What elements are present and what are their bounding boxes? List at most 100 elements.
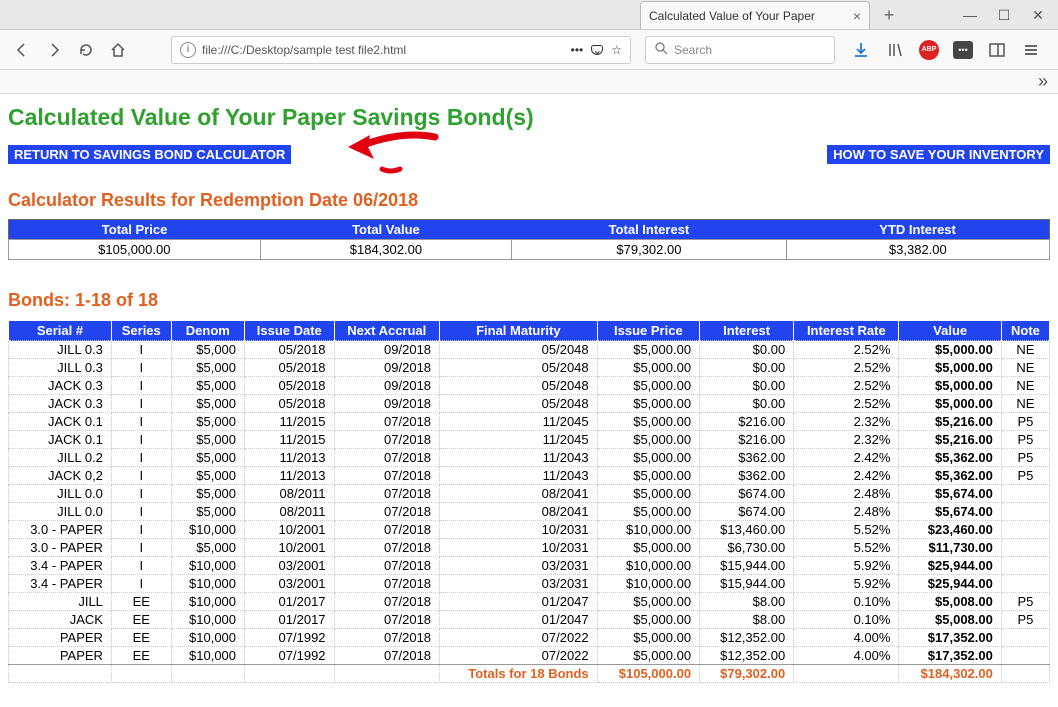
- totals-cell: Totals for 18 Bonds: [440, 665, 598, 683]
- table-cell: EE: [111, 611, 171, 629]
- downloads-icon[interactable]: [850, 39, 872, 61]
- table-cell: I: [111, 557, 171, 575]
- site-info-icon[interactable]: i: [180, 42, 196, 58]
- table-cell: $674.00: [700, 503, 794, 521]
- annotation-arrow: [340, 125, 450, 188]
- table-cell: $5,000: [171, 431, 244, 449]
- reload-button[interactable]: [72, 36, 100, 64]
- new-tab-button[interactable]: +: [874, 1, 904, 29]
- table-cell: $5,000.00: [899, 395, 1001, 413]
- table-cell: $216.00: [700, 413, 794, 431]
- table-cell: 07/2018: [334, 467, 440, 485]
- table-cell: 01/2047: [440, 593, 598, 611]
- browser-tab[interactable]: Calculated Value of Your Paper ×: [640, 1, 870, 29]
- table-cell: $5,000: [171, 449, 244, 467]
- bonds-header-cell: Next Accrual: [334, 321, 440, 341]
- table-cell: $5,000.00: [597, 647, 699, 665]
- sidebar-icon[interactable]: [986, 39, 1008, 61]
- browser-toolbar: i file:///C:/Desktop/sample test file2.h…: [0, 30, 1058, 70]
- summary-value-cell: $79,302.00: [512, 240, 786, 260]
- table-cell: NE: [1001, 341, 1049, 359]
- table-cell: 07/2018: [334, 431, 440, 449]
- table-cell: NE: [1001, 377, 1049, 395]
- table-cell: 05/2018: [245, 377, 335, 395]
- table-cell: $5,362.00: [899, 449, 1001, 467]
- totals-cell: $79,302.00: [700, 665, 794, 683]
- home-button[interactable]: [104, 36, 132, 64]
- table-cell: 01/2017: [245, 593, 335, 611]
- back-button[interactable]: [8, 36, 36, 64]
- forward-button[interactable]: [40, 36, 68, 64]
- table-cell: $5,216.00: [899, 413, 1001, 431]
- table-cell: $5,000.00: [899, 341, 1001, 359]
- return-calculator-link[interactable]: RETURN TO SAVINGS BOND CALCULATOR: [8, 145, 291, 164]
- table-row: 3.0 - PAPERI$10,00010/200107/201810/2031…: [9, 521, 1050, 539]
- bookmark-star-icon[interactable]: ☆: [611, 43, 622, 57]
- table-cell: $25,944.00: [899, 575, 1001, 593]
- table-cell: P5: [1001, 413, 1049, 431]
- table-cell: [1001, 503, 1049, 521]
- bonds-header-cell: Issue Date: [245, 321, 335, 341]
- address-bar[interactable]: i file:///C:/Desktop/sample test file2.h…: [171, 36, 631, 64]
- toolbar-icons: ABP •••: [850, 39, 1050, 61]
- table-cell: 2.42%: [794, 467, 899, 485]
- howto-save-link[interactable]: HOW TO SAVE YOUR INVENTORY: [827, 145, 1050, 164]
- table-cell: 09/2018: [334, 341, 440, 359]
- table-cell: 08/2011: [245, 485, 335, 503]
- table-cell: $15,944.00: [700, 557, 794, 575]
- table-cell: 2.42%: [794, 449, 899, 467]
- table-cell: EE: [111, 629, 171, 647]
- totals-cell: [334, 665, 440, 683]
- table-cell: 05/2018: [245, 341, 335, 359]
- library-icon[interactable]: [884, 39, 906, 61]
- table-cell: $5,000.00: [899, 359, 1001, 377]
- table-cell: 07/2018: [334, 539, 440, 557]
- totals-cell: [9, 665, 112, 683]
- table-cell: JACK 0,2: [9, 467, 112, 485]
- more-icon[interactable]: •••: [571, 43, 584, 57]
- table-cell: $15,944.00: [700, 575, 794, 593]
- table-cell: 11/2013: [245, 449, 335, 467]
- table-cell: $5,000: [171, 485, 244, 503]
- table-cell: JILL 0.2: [9, 449, 112, 467]
- table-cell: JILL 0.3: [9, 341, 112, 359]
- ext-icon[interactable]: •••: [952, 39, 974, 61]
- close-window-button[interactable]: ✕: [1022, 1, 1054, 29]
- bonds-header-cell: Value: [899, 321, 1001, 341]
- menu-button[interactable]: [1020, 39, 1042, 61]
- totals-cell: [245, 665, 335, 683]
- table-row: JACK 0.1I$5,00011/201507/201811/2045$5,0…: [9, 431, 1050, 449]
- abp-icon[interactable]: ABP: [918, 39, 940, 61]
- table-cell: [1001, 557, 1049, 575]
- table-cell: 0.10%: [794, 593, 899, 611]
- table-cell: 3.0 - PAPER: [9, 539, 112, 557]
- bonds-header-cell: Issue Price: [597, 321, 699, 341]
- table-cell: JILL: [9, 593, 112, 611]
- table-cell: $10,000.00: [597, 521, 699, 539]
- table-row: 3.4 - PAPERI$10,00003/200107/201803/2031…: [9, 575, 1050, 593]
- table-cell: $5,000.00: [597, 485, 699, 503]
- table-cell: I: [111, 449, 171, 467]
- table-cell: $5,000.00: [597, 395, 699, 413]
- table-cell: 10/2001: [245, 521, 335, 539]
- maximize-button[interactable]: ☐: [988, 1, 1020, 29]
- table-cell: $5,000.00: [597, 503, 699, 521]
- table-row: JACK 0.1I$5,00011/201507/201811/2045$5,0…: [9, 413, 1050, 431]
- close-tab-icon[interactable]: ×: [853, 8, 861, 24]
- pocket-icon[interactable]: ⌄: [591, 45, 603, 55]
- minimize-button[interactable]: —: [954, 1, 986, 29]
- search-bar[interactable]: Search: [645, 36, 835, 64]
- table-cell: I: [111, 503, 171, 521]
- table-cell: P5: [1001, 611, 1049, 629]
- table-row: JILL 0.0I$5,00008/201107/201808/2041$5,0…: [9, 485, 1050, 503]
- table-cell: JACK 0.1: [9, 431, 112, 449]
- table-cell: $8.00: [700, 611, 794, 629]
- table-cell: $5,000.00: [899, 377, 1001, 395]
- overflow-chevron-icon[interactable]: »: [1038, 71, 1048, 92]
- table-cell: $5,000.00: [597, 431, 699, 449]
- table-row: JILL 0.3I$5,00005/201809/201805/2048$5,0…: [9, 359, 1050, 377]
- table-cell: [1001, 521, 1049, 539]
- table-cell: 11/2043: [440, 449, 598, 467]
- table-cell: $5,008.00: [899, 611, 1001, 629]
- table-cell: 2.52%: [794, 359, 899, 377]
